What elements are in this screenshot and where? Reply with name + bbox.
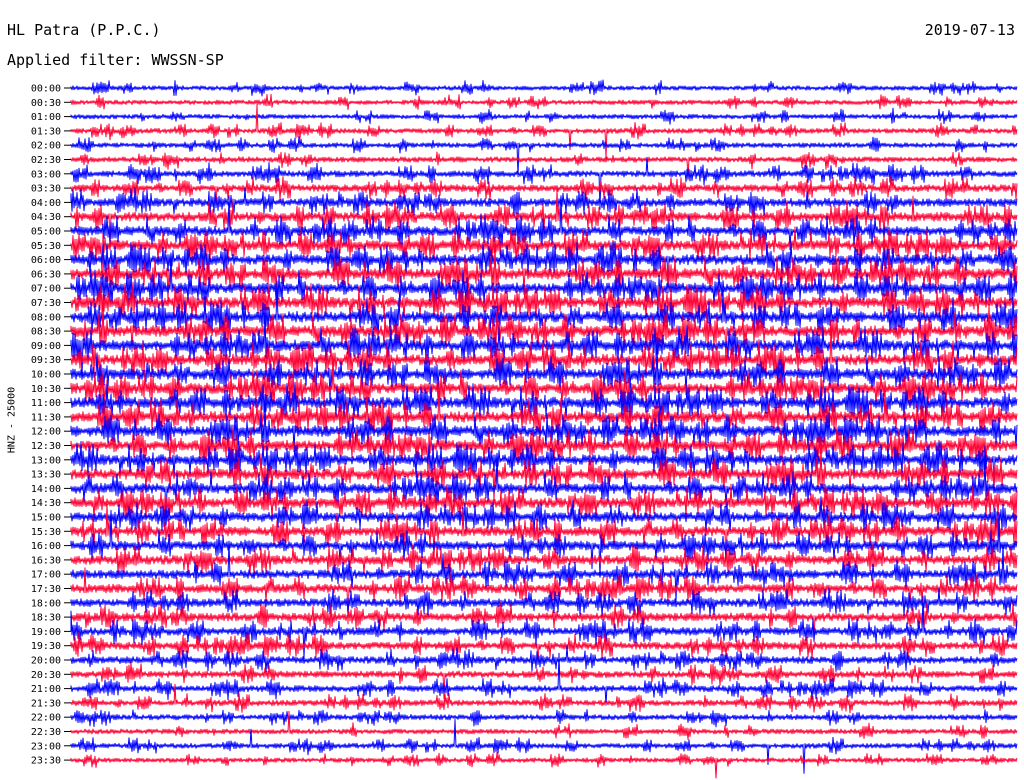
trace-line bbox=[70, 283, 1018, 341]
time-label: 10:30 bbox=[31, 384, 61, 395]
time-label: 01:00 bbox=[31, 112, 61, 123]
time-labels-group: 00:00 00:30 01:00 01:30 02:00 02:30 03:00 03:30… bbox=[31, 84, 71, 767]
trace-line bbox=[70, 352, 1018, 421]
trace-line bbox=[70, 718, 1018, 774]
trace-line bbox=[70, 661, 1018, 700]
time-label: 20:00 bbox=[31, 656, 61, 667]
time-label: 11:30 bbox=[31, 412, 61, 423]
trace-line bbox=[70, 567, 1018, 625]
time-label: 00:00 bbox=[31, 84, 61, 95]
time-label: 07:00 bbox=[31, 284, 61, 295]
time-label: 12:00 bbox=[31, 427, 61, 438]
time-label: 00:30 bbox=[31, 98, 61, 109]
time-label: 04:30 bbox=[31, 212, 61, 223]
time-label: 03:30 bbox=[31, 184, 61, 195]
traces-group bbox=[70, 79, 1018, 779]
time-label: 15:30 bbox=[31, 527, 61, 538]
time-label: 21:00 bbox=[31, 684, 61, 695]
trace-line bbox=[70, 195, 1018, 251]
trace-line bbox=[70, 241, 1018, 294]
trace-line bbox=[70, 341, 1018, 402]
trace-line bbox=[70, 107, 1018, 125]
time-label: 06:30 bbox=[31, 269, 61, 280]
time-label: 19:00 bbox=[31, 627, 61, 638]
time-label: 22:00 bbox=[31, 713, 61, 724]
time-label: 05:00 bbox=[31, 227, 61, 238]
time-label: 09:30 bbox=[31, 355, 61, 366]
time-label: 17:30 bbox=[31, 584, 61, 595]
trace-line bbox=[70, 156, 1018, 210]
time-label: 03:00 bbox=[31, 169, 61, 180]
filter-label: Applied filter: WWSSN-SP bbox=[7, 51, 224, 69]
time-label: 16:00 bbox=[31, 541, 61, 552]
trace-line bbox=[70, 709, 1018, 728]
trace-line bbox=[70, 282, 1018, 322]
time-label: 23:00 bbox=[31, 741, 61, 752]
date-label: 2019-07-13 bbox=[924, 21, 1015, 39]
trace-line bbox=[70, 509, 1018, 578]
trace-line bbox=[70, 383, 1018, 441]
trace-line bbox=[70, 503, 1018, 568]
time-label: 14:30 bbox=[31, 498, 61, 509]
trace-line bbox=[70, 298, 1018, 367]
time-label: 08:30 bbox=[31, 327, 61, 338]
time-label: 01:30 bbox=[31, 126, 61, 137]
time-label: 12:30 bbox=[31, 441, 61, 452]
time-label: 13:30 bbox=[31, 470, 61, 481]
time-label: 18:00 bbox=[31, 598, 61, 609]
time-label: 06:00 bbox=[31, 255, 61, 266]
trace-line bbox=[70, 587, 1018, 618]
time-label: 15:00 bbox=[31, 513, 61, 524]
time-label: 09:00 bbox=[31, 341, 61, 352]
time-label: 21:30 bbox=[31, 698, 61, 709]
trace-line bbox=[70, 710, 1018, 740]
trace-line bbox=[70, 452, 1018, 525]
trace-line bbox=[70, 426, 1018, 478]
trace-line bbox=[70, 483, 1018, 522]
trace-line bbox=[70, 241, 1018, 302]
time-label: 13:00 bbox=[31, 455, 61, 466]
time-label: 05:30 bbox=[31, 241, 61, 252]
trace-line bbox=[70, 382, 1018, 422]
trace-line bbox=[70, 93, 1018, 111]
time-label: 11:00 bbox=[31, 398, 61, 409]
trace-line bbox=[70, 645, 1018, 673]
trace-line bbox=[70, 752, 1018, 779]
trace-line bbox=[70, 187, 1018, 218]
trace-line bbox=[70, 683, 1018, 714]
time-label: 04:00 bbox=[31, 198, 61, 209]
trace-line bbox=[70, 652, 1018, 706]
time-label: 14:00 bbox=[31, 484, 61, 495]
trace-line bbox=[70, 440, 1018, 494]
trace-line bbox=[70, 252, 1018, 321]
trace-line bbox=[70, 540, 1018, 602]
trace-line bbox=[70, 175, 1018, 208]
station-title: HL Patra (P.P.C.) bbox=[7, 21, 161, 39]
trace-line bbox=[70, 104, 1018, 159]
time-label: 16:30 bbox=[31, 555, 61, 566]
time-label: 22:30 bbox=[31, 727, 61, 738]
time-label: 17:00 bbox=[31, 570, 61, 581]
trace-line bbox=[70, 136, 1018, 178]
trace-line bbox=[70, 542, 1018, 577]
trace-line bbox=[70, 79, 1018, 97]
time-label: 20:30 bbox=[31, 670, 61, 681]
time-label: 10:00 bbox=[31, 370, 61, 381]
time-label: 02:30 bbox=[31, 155, 61, 166]
time-label: 23:30 bbox=[31, 756, 61, 767]
trace-line bbox=[70, 595, 1018, 660]
trace-line bbox=[70, 496, 1018, 536]
time-label: 07:30 bbox=[31, 298, 61, 309]
trace-line bbox=[70, 441, 1018, 502]
trace-line bbox=[70, 151, 1018, 181]
time-label: 18:30 bbox=[31, 613, 61, 624]
time-label: 02:00 bbox=[31, 141, 61, 152]
time-label: 08:00 bbox=[31, 312, 61, 323]
time-label: 19:30 bbox=[31, 641, 61, 652]
trace-line bbox=[70, 601, 1018, 643]
trace-line bbox=[70, 326, 1018, 384]
